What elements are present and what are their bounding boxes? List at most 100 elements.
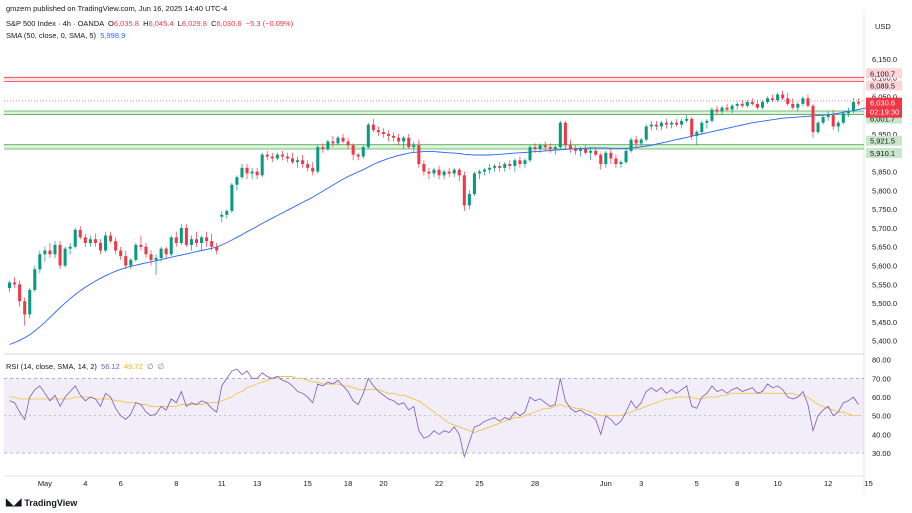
low-label: L xyxy=(177,19,182,28)
price-tick-label: 5,450.0 xyxy=(872,318,897,327)
time-tick-label: 8 xyxy=(735,479,739,488)
candle-body xyxy=(194,239,199,243)
candle-body xyxy=(397,137,401,142)
candle-body xyxy=(755,103,759,108)
candle-body xyxy=(629,139,633,151)
candle-body xyxy=(356,154,360,157)
candle-body xyxy=(483,169,487,172)
candle-body xyxy=(821,117,825,123)
candle-body xyxy=(801,98,805,104)
candle-body xyxy=(18,284,22,302)
candle-body xyxy=(215,246,219,251)
candle-body xyxy=(488,167,492,170)
sma-legend: SMA (50, close, 0, SMA, 5) 5,998.9 xyxy=(6,31,125,40)
candle-body xyxy=(275,154,279,159)
candle-body xyxy=(634,139,638,144)
price-tick-label: 5,700.0 xyxy=(872,224,897,233)
candle-body xyxy=(447,171,451,174)
candle-body xyxy=(664,122,668,125)
candle-body xyxy=(205,237,209,242)
candle-body xyxy=(351,145,355,155)
candle-body xyxy=(48,250,52,255)
symbol-legend: S&P 500 Index · 4h · OANDA O6,035.8 H6,0… xyxy=(6,19,293,28)
candle-body xyxy=(225,211,229,215)
candle-body xyxy=(710,109,714,121)
countdown-label: 02:19:30 xyxy=(870,108,899,117)
candle-body xyxy=(387,133,391,136)
price-tick-label: 5,500.0 xyxy=(872,299,897,308)
candle-body xyxy=(639,139,643,144)
change-value: −5.3 (−0.09%) xyxy=(245,19,294,28)
candle-body xyxy=(579,149,583,151)
candle-body xyxy=(220,214,224,217)
candle-body xyxy=(675,122,679,125)
candle-body xyxy=(210,241,214,247)
candle-body xyxy=(361,147,365,157)
time-tick-label: 18 xyxy=(344,479,352,488)
candle-body xyxy=(584,149,588,153)
candle-body xyxy=(493,165,497,168)
candle-body xyxy=(841,113,845,123)
candle-body xyxy=(109,235,113,242)
rsi-legend: RSI (14, close, SMA, 14, 2) 56.12 49.72 … xyxy=(6,362,164,371)
candle-body xyxy=(796,103,800,108)
candle-body xyxy=(725,107,729,110)
candle-body xyxy=(88,239,92,243)
candle-body xyxy=(427,171,431,174)
candle-body xyxy=(457,169,461,176)
time-tick-label: 28 xyxy=(531,479,539,488)
price-tick-label: 5,850.0 xyxy=(872,168,897,177)
sma-line xyxy=(9,107,869,345)
rsi-tick-label: 30.00 xyxy=(872,449,891,458)
candle-body xyxy=(558,122,562,148)
candle-body xyxy=(781,94,785,99)
tradingview-brand: TradingView xyxy=(24,497,78,508)
high-value: 6,045.4 xyxy=(148,19,174,28)
candle-body xyxy=(811,105,815,133)
candle-body xyxy=(836,122,840,127)
candle-body xyxy=(649,124,653,127)
time-tick-label: 20 xyxy=(379,479,387,488)
published-header: gmzern published on TradingView.com, Jun… xyxy=(6,4,228,13)
time-tick-label: 15 xyxy=(864,479,872,488)
candle-body xyxy=(179,227,183,243)
candle-body xyxy=(371,124,375,131)
time-tick-label: 3 xyxy=(639,479,643,488)
candle-body xyxy=(321,147,325,150)
candle-body xyxy=(437,169,441,176)
rsi-label: RSI (14, close, SMA, 14, 2) xyxy=(6,362,97,371)
resistance-level-label: 6,089.5 xyxy=(870,82,895,91)
candle-body xyxy=(513,160,517,166)
candle-body xyxy=(144,246,148,255)
time-tick-label: Jun xyxy=(600,479,612,488)
candle-body xyxy=(508,164,512,166)
candle-body xyxy=(376,130,380,133)
candle-body xyxy=(599,154,603,165)
price-tick-label: 5,800.0 xyxy=(872,186,897,195)
candle-body xyxy=(200,237,204,243)
candle-body xyxy=(816,122,820,133)
candle-body xyxy=(78,229,82,238)
candle-body xyxy=(33,269,37,290)
rsi-line xyxy=(9,368,859,459)
candle-body xyxy=(563,122,567,146)
time-tick-label: May xyxy=(38,479,52,488)
candle-body xyxy=(230,184,234,212)
support-label-bg xyxy=(866,135,902,146)
candle-body xyxy=(786,98,790,104)
candle-body xyxy=(730,105,734,110)
candle-body xyxy=(589,150,593,153)
candle-body xyxy=(402,137,406,142)
candle-body xyxy=(139,244,143,247)
candle-body xyxy=(336,137,340,144)
candle-body xyxy=(609,152,613,159)
symbol-name: S&P 500 Index · 4h · OANDA xyxy=(6,19,104,28)
candle-body xyxy=(432,169,436,174)
time-tick-label: 4 xyxy=(83,479,87,488)
candle-body xyxy=(301,160,305,165)
candle-body xyxy=(129,259,133,266)
candle-body xyxy=(538,145,542,150)
last-price-label-bg xyxy=(866,97,902,118)
candle-body xyxy=(392,135,396,138)
